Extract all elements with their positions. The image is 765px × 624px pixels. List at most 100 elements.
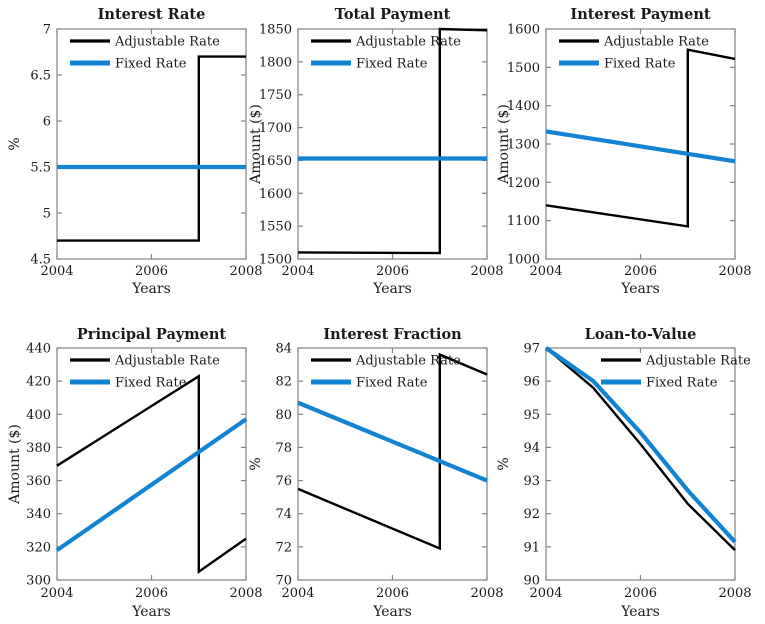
plot-title: Loan-to-Value (585, 326, 697, 343)
legend-item-adjustable-rate: Adjustable Rate (311, 35, 461, 50)
y-axis-label: Amount ($) (248, 104, 264, 185)
x-tick-label: 2004 (281, 586, 314, 601)
y-tick-label: 90 (523, 574, 540, 589)
y-tick-label: 91 (523, 540, 540, 555)
y-tick-label: 320 (26, 540, 51, 555)
legend-label: Fixed Rate (646, 376, 718, 391)
y-tick-label: 97 (523, 342, 540, 357)
x-tick-label: 2006 (376, 586, 409, 601)
legend: Adjustable Rate Fixed Rate (311, 35, 461, 72)
y-tick-label: 84 (275, 342, 292, 357)
y-tick-label: 4.5 (30, 253, 51, 268)
y-tick-label: 92 (523, 507, 540, 522)
legend-item-fixed-rate: Fixed Rate (601, 376, 718, 391)
y-axis-label: Amount ($) (496, 104, 512, 185)
x-axis-label: Years (131, 604, 171, 620)
y-tick-label: 380 (26, 441, 51, 456)
series-adjustable-rate (545, 48, 736, 228)
x-tick-label: 2004 (529, 264, 562, 279)
x-axis-label: Years (620, 281, 660, 297)
y-tick-label: 1600 (259, 187, 292, 202)
legend-item-fixed-rate: Fixed Rate (70, 376, 187, 391)
x-tick-label: 2004 (40, 586, 73, 601)
legend-label: Fixed Rate (115, 376, 187, 391)
plot-title: Principal Payment (77, 326, 226, 343)
y-tick-label: 96 (523, 375, 540, 390)
legend-item-fixed-rate: Fixed Rate (311, 376, 428, 391)
series-adjustable-rate (545, 347, 736, 552)
y-tick-label: 78 (275, 441, 292, 456)
x-tick-label: 2004 (529, 586, 562, 601)
subplot-principal-payment: 2004 2006 2008 300 320 340 360 380 400 420 440 Prin… (7, 326, 263, 620)
legend: Adjustable Rate Fixed Rate (70, 35, 220, 72)
y-tick-label: 1200 (507, 176, 540, 191)
x-tick-label: 2008 (718, 264, 751, 279)
y-tick-label: 1500 (507, 61, 540, 76)
legend: Adjustable Rate Fixed Rate (70, 354, 220, 391)
x-tick-label: 2006 (135, 586, 168, 601)
legend-item-adjustable-rate: Adjustable Rate (311, 354, 461, 369)
legend-label: Fixed Rate (356, 57, 428, 72)
x-axis-label: Years (372, 281, 412, 297)
y-tick-label: 82 (275, 375, 292, 390)
y-tick-label: 74 (275, 507, 292, 522)
y-tick-label: 72 (275, 540, 292, 555)
legend-label: Adjustable Rate (114, 354, 220, 369)
legend: Adjustable Rate Fixed Rate (601, 354, 751, 391)
y-tick-label: 1600 (507, 23, 540, 38)
y-tick-label: 1400 (507, 99, 540, 114)
x-axis-label: Years (131, 281, 171, 297)
subplot-interest-rate: 2004 2006 2008 4.5 5 5.5 6 6.5 7 Interest Rate Yea… (7, 6, 263, 297)
y-tick-label: 76 (275, 474, 292, 489)
legend-label: Adjustable Rate (114, 35, 220, 50)
legend-item-fixed-rate: Fixed Rate (311, 57, 428, 72)
y-tick-label: 5 (43, 207, 51, 222)
legend-label: Fixed Rate (115, 57, 187, 72)
y-tick-label: 1750 (259, 88, 292, 103)
series-adjustable-rate (297, 27, 488, 255)
y-tick-label: 7 (43, 23, 51, 38)
legend-item-adjustable-rate: Adjustable Rate (559, 35, 709, 50)
legend-item-fixed-rate: Fixed Rate (70, 57, 187, 72)
x-tick-label: 2006 (624, 264, 657, 279)
y-axis-label: % (7, 137, 23, 150)
x-tick-label: 2006 (624, 586, 657, 601)
legend-item-adjustable-rate: Adjustable Rate (70, 35, 220, 50)
x-tick-label: 2008 (470, 264, 503, 279)
legend-label: Adjustable Rate (603, 35, 709, 50)
y-tick-label: 340 (26, 507, 51, 522)
series-adjustable-rate (57, 55, 246, 242)
y-tick-label: 440 (26, 342, 51, 357)
series-fixed-rate (544, 346, 737, 544)
subplot-interest-fraction: 2004 2006 2008 70 72 74 76 78 80 82 84 Interest Fra… (248, 326, 504, 620)
y-tick-label: 6 (43, 115, 51, 130)
y-tick-label: 1650 (259, 154, 292, 169)
x-tick-label: 2008 (229, 586, 262, 601)
y-tick-label: 80 (275, 408, 292, 423)
x-axis-label: Years (620, 604, 660, 620)
x-tick-label: 2004 (40, 264, 73, 279)
x-tick-label: 2004 (281, 264, 314, 279)
y-tick-label: 93 (523, 474, 540, 489)
y-tick-label: 1300 (507, 138, 540, 153)
x-tick-label: 2006 (376, 264, 409, 279)
series-fixed-rate (545, 129, 736, 164)
series-adjustable-rate (297, 352, 488, 551)
series-fixed-rate (297, 400, 488, 483)
y-tick-label: 94 (523, 441, 540, 456)
y-tick-label: 1800 (259, 55, 292, 70)
plot-title: Interest Rate (98, 6, 206, 23)
y-tick-label: 6.5 (30, 69, 51, 84)
legend-label: Adjustable Rate (645, 354, 751, 369)
legend-label: Fixed Rate (604, 57, 676, 72)
legend-label: Fixed Rate (356, 376, 428, 391)
legend-item-adjustable-rate: Adjustable Rate (601, 354, 751, 369)
x-tick-label: 2006 (135, 264, 168, 279)
x-tick-label: 2008 (718, 586, 751, 601)
y-tick-label: 300 (26, 574, 51, 589)
y-tick-label: 1000 (507, 253, 540, 268)
subplot-loan-to-value: 2004 2006 2008 90 91 92 93 94 95 96 97 Loan-to-Valu… (496, 326, 752, 620)
y-tick-label: 360 (26, 474, 51, 489)
legend-item-adjustable-rate: Adjustable Rate (70, 354, 220, 369)
